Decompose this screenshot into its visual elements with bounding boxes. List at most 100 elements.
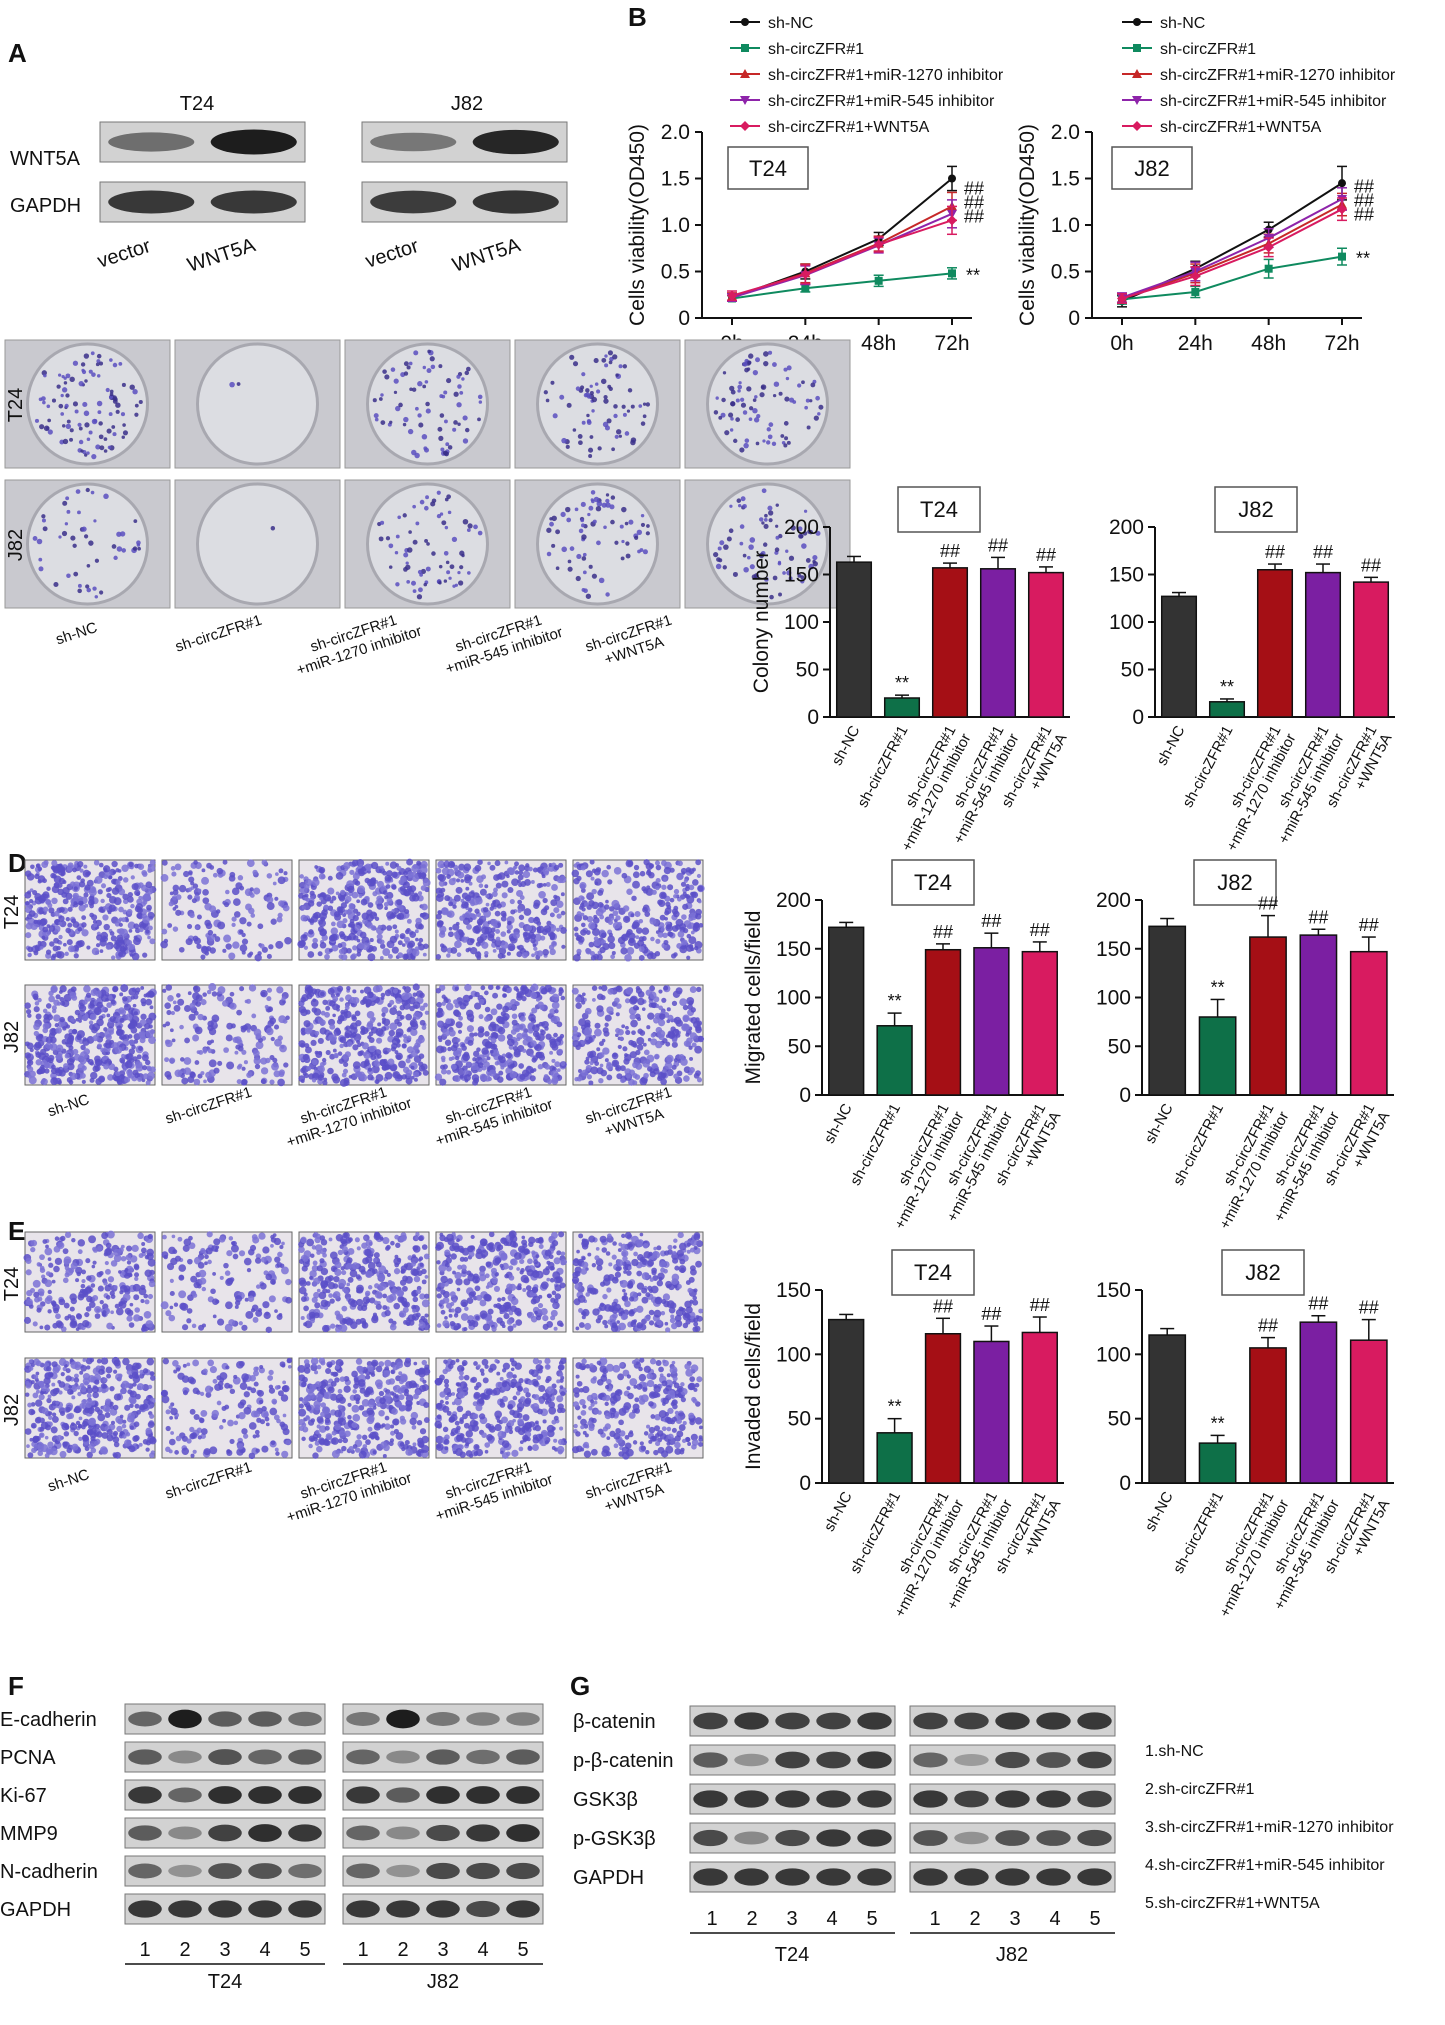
migration-photo-cell bbox=[632, 921, 640, 929]
migration-photo-cell bbox=[576, 948, 582, 954]
colony-photo-cell bbox=[566, 517, 572, 523]
migration-photo-cell bbox=[254, 1063, 261, 1070]
migration-photo-cell bbox=[441, 1068, 447, 1075]
migration-photo-cell bbox=[464, 894, 472, 902]
colony-photo-cell bbox=[43, 373, 47, 378]
invasion-photo-cell bbox=[300, 1236, 307, 1244]
migration-photo-cell bbox=[67, 945, 75, 953]
colony-photo-cell bbox=[546, 551, 552, 557]
colony-photo-cell bbox=[575, 386, 581, 391]
migration-photo-cell bbox=[231, 922, 236, 928]
migration-photo-cell bbox=[126, 908, 133, 915]
invasion-photo-cell bbox=[231, 1241, 236, 1246]
migration-photo-cell bbox=[599, 1041, 604, 1047]
migration-photo-cell bbox=[646, 952, 654, 960]
invasion-photo-cell bbox=[85, 1258, 91, 1264]
migration-photo-cell bbox=[106, 1020, 115, 1029]
migration-photo-cell bbox=[541, 928, 549, 936]
invasion-photo-cell bbox=[201, 1323, 206, 1328]
colony-photo-cell bbox=[106, 428, 112, 434]
migration-photo-cell bbox=[119, 939, 124, 944]
migration-photo-cell bbox=[352, 989, 357, 994]
line-j82-series-line bbox=[1121, 203, 1343, 300]
colony-photo-cell bbox=[810, 382, 816, 388]
migration-photo-cell bbox=[463, 1069, 469, 1075]
invasion-photo-cell bbox=[140, 1299, 145, 1304]
migration-photo-cell bbox=[81, 1065, 87, 1071]
migration-photo-cell bbox=[518, 1023, 526, 1031]
invasion-photo-cell bbox=[106, 1322, 114, 1330]
invasion-photo-cell bbox=[304, 1320, 313, 1329]
migration-photo-cell bbox=[322, 1080, 328, 1086]
migration-photo-cell bbox=[643, 859, 650, 866]
migration-photo-cell bbox=[677, 860, 683, 867]
migration-photo-cell bbox=[529, 1075, 536, 1082]
invasion-photo-cell bbox=[251, 1304, 259, 1312]
invasion-photo-cell bbox=[415, 1312, 421, 1318]
migration-photo-cell bbox=[117, 876, 123, 881]
invasion-photo-cell bbox=[201, 1286, 207, 1292]
line-t24-xtick-label: 72h bbox=[934, 332, 969, 355]
colony-photo-j82-plate bbox=[196, 482, 319, 606]
migration-photo-cell bbox=[629, 1013, 636, 1020]
migration-photo-cell bbox=[465, 948, 470, 953]
migration-photo-cell bbox=[40, 1078, 48, 1086]
migration-photo-cell bbox=[278, 1015, 287, 1024]
migration-photo-cell bbox=[416, 860, 422, 866]
migration-photo-cell bbox=[489, 1049, 494, 1054]
migration-photo-cell bbox=[215, 909, 221, 914]
migration-photo-cell bbox=[611, 1059, 620, 1068]
migration-photo-cell bbox=[274, 896, 279, 901]
colony-photo-cell bbox=[452, 427, 457, 432]
colony-photo-cell bbox=[801, 543, 807, 549]
migration-photo-cell bbox=[354, 1010, 361, 1017]
migration-photo-cell bbox=[161, 928, 168, 935]
panel-a-row-wnt5a: WNT5A bbox=[10, 148, 81, 170]
migration-photo-cell bbox=[671, 1037, 678, 1043]
migration-photo-cell bbox=[42, 1008, 48, 1014]
migration-photo-cell bbox=[166, 1010, 172, 1016]
migration-photo-cell bbox=[420, 885, 427, 891]
series-marker bbox=[1338, 179, 1346, 188]
colony-photo-cell bbox=[607, 350, 613, 356]
colony-photo-cell bbox=[107, 445, 112, 450]
invasion-photo-cell bbox=[214, 1248, 219, 1253]
migration-photo-cell bbox=[261, 946, 268, 953]
migration-photo-cell bbox=[283, 1062, 289, 1068]
colony-photo-cell bbox=[722, 565, 727, 570]
colony-photo-cell bbox=[47, 418, 52, 423]
migration-photo-cell bbox=[332, 1048, 337, 1053]
colony-photo-cell bbox=[108, 412, 113, 416]
migration-photo-cell bbox=[85, 871, 90, 877]
colony-photo-cell bbox=[403, 552, 409, 558]
panel-a-lane-vector-t24: vector bbox=[95, 235, 154, 273]
migration-photo-cell bbox=[497, 1034, 506, 1042]
migration-photo-cell bbox=[135, 927, 141, 934]
invasion-photo-cell bbox=[192, 1293, 198, 1298]
migration-photo-cell bbox=[438, 880, 446, 887]
migration-photo-cell bbox=[466, 924, 472, 930]
line-t24-series-line bbox=[731, 219, 953, 297]
colony-photo-cell bbox=[46, 404, 51, 409]
colony-photo-cell bbox=[802, 531, 808, 536]
migration-photo-cell bbox=[406, 948, 413, 955]
migration-photo-cell bbox=[401, 992, 410, 1001]
colony-photo-cell bbox=[78, 439, 84, 445]
migration-photo-cell bbox=[464, 983, 472, 992]
migration-photo-cell bbox=[362, 1052, 367, 1057]
migration-photo-cell bbox=[635, 987, 643, 994]
colony-photo-cell bbox=[72, 401, 78, 407]
migration-photo-cell bbox=[234, 1050, 239, 1055]
migration-photo-cell bbox=[260, 1078, 267, 1084]
line-j82-ytick-label: 1.5 bbox=[1051, 168, 1080, 191]
migration-photo-cell bbox=[198, 1049, 204, 1055]
colony-photo-cell bbox=[634, 535, 639, 540]
migration-photo-cell bbox=[174, 904, 179, 909]
colony-photo-cell bbox=[586, 420, 592, 425]
migration-photo-cell bbox=[459, 1074, 464, 1079]
migration-photo-cell bbox=[666, 904, 672, 910]
colony-photo-cell bbox=[604, 354, 608, 358]
invasion-photo-cell bbox=[36, 1307, 42, 1313]
colony-photo-cell bbox=[423, 582, 428, 587]
invasion-photo-cell bbox=[245, 1311, 254, 1319]
